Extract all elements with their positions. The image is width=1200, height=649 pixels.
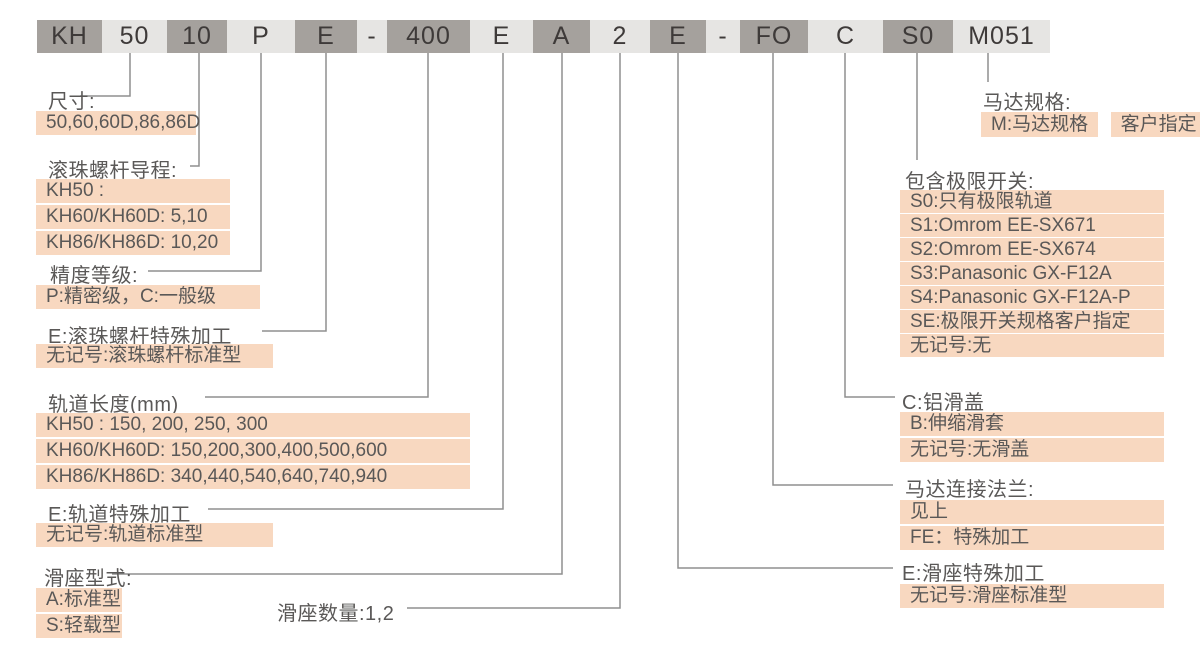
connector-slider-special xyxy=(677,53,893,569)
values-screw-special: 无记号:滚珠螺杆标准型 xyxy=(36,344,273,370)
value-row: KH50 : 150, 200, 250, 300 xyxy=(36,413,470,437)
value-row: 无记号:无 xyxy=(900,334,1164,357)
values-accuracy: P:精密级，C:一般级 xyxy=(36,285,260,311)
code-segment-10: 10 xyxy=(167,20,227,53)
connector-cover xyxy=(844,53,895,398)
label-size: 尺寸: xyxy=(48,91,96,113)
value-row: FE：特殊加工 xyxy=(900,526,1164,550)
code-segment-2: 2 xyxy=(612,22,628,50)
value-row: S1:Omrom EE-SX671 xyxy=(900,214,1164,237)
label-motor-spec: 马达规格: xyxy=(983,92,1072,114)
code-segment-p: P xyxy=(252,22,270,50)
label-cover: C:铝滑盖 xyxy=(902,392,985,414)
code-segment-m051: M051 xyxy=(968,22,1035,50)
label-accuracy: 精度等级: xyxy=(50,265,139,287)
value-row: S0:只有极限轨道 xyxy=(900,190,1164,213)
label-rail-special: E:轨道特殊加工 xyxy=(48,504,191,526)
values-rail-length: KH50 : 150, 200, 250, 300 KH60/KH60D: 15… xyxy=(36,413,470,491)
value-row: 无记号:滚珠螺杆标准型 xyxy=(36,344,273,368)
connector-lead xyxy=(190,53,200,167)
values-size: 50,60,60D,86,86D xyxy=(36,111,200,137)
code-segment-kh: KH xyxy=(37,20,102,53)
code-segment-dash1: - xyxy=(367,22,377,50)
values-rail-special: 无记号:轨道标准型 xyxy=(36,523,273,549)
values-motor-spec: M:马达规格 客户指定 xyxy=(981,112,1200,139)
value-row: A:标准型 xyxy=(36,588,122,612)
code-segment-a: A xyxy=(533,20,590,53)
value-row: 50,60,60D,86,86D xyxy=(36,111,200,135)
label-flange: 马达连接法兰: xyxy=(905,479,1035,501)
code-segment-c: C xyxy=(835,22,856,50)
value-row: KH60/KH60D: 5,10 xyxy=(36,205,230,229)
value-row: S:轻载型 xyxy=(36,614,122,638)
value-row: S3:Panasonic GX-F12A xyxy=(900,262,1164,285)
value-row: 无记号:滑座标准型 xyxy=(900,584,1164,608)
code-segment-e2: E xyxy=(492,22,511,50)
code-segment-400: 400 xyxy=(387,20,470,53)
label-slider-type: 滑座型式: xyxy=(44,568,133,590)
model-code-bar: KH 50 10 P E - 400 E A 2 E - FO C S0 M05… xyxy=(37,20,1050,53)
value-row: KH86/KH86D: 340,440,540,640,740,940 xyxy=(36,465,470,489)
value-row: KH86/KH86D: 10,20 xyxy=(36,231,230,255)
value-row: P:精密级，C:一般级 xyxy=(36,285,260,309)
value-row: 客户指定 xyxy=(1110,112,1200,137)
label-slider-qty: 滑座数量:1,2 xyxy=(277,603,395,625)
code-segment-fo: FO xyxy=(740,20,808,53)
code-segment-e3: E xyxy=(650,20,706,53)
values-limit-switch: S0:只有极限轨道 S1:Omrom EE-SX671 S2:Omrom EE-… xyxy=(900,190,1164,358)
value-row: SE:极限开关规格客户指定 xyxy=(900,310,1164,333)
label-limit-switch: 包含极限开关: xyxy=(905,171,1035,193)
label-lead: 滚珠螺杆导程: xyxy=(48,160,178,182)
code-segment-dash2: - xyxy=(718,22,728,50)
value-row: M:马达规格 xyxy=(981,112,1099,137)
value-row: 无记号:无滑盖 xyxy=(900,438,1164,462)
connector-screw-special xyxy=(262,53,327,332)
code-segment-s0: S0 xyxy=(883,20,953,53)
value-row: S4:Panasonic GX-F12A-P xyxy=(900,286,1164,309)
label-slider-special: E:滑座特殊加工 xyxy=(902,563,1045,585)
values-flange: 见上 FE：特殊加工 xyxy=(900,500,1164,552)
label-screw-special: E:滚珠螺杆特殊加工 xyxy=(48,326,232,348)
value-row: S2:Omrom EE-SX674 xyxy=(900,238,1164,261)
value-row: KH50 : xyxy=(36,179,230,203)
value-row: 见上 xyxy=(900,500,1164,524)
label-rail-length: 轨道长度(mm) xyxy=(48,394,179,416)
values-slider-type: A:标准型 S:轻载型 xyxy=(36,588,122,640)
code-segment-e1: E xyxy=(295,20,357,53)
code-segment-50: 50 xyxy=(119,22,150,50)
values-slider-special: 无记号:滑座标准型 xyxy=(900,584,1164,610)
connector-flange xyxy=(772,53,893,486)
connector-slider-qty xyxy=(407,53,621,609)
values-lead: KH50 : KH60/KH60D: 5,10 KH86/KH86D: 10,2… xyxy=(36,179,230,257)
value-row: 无记号:轨道标准型 xyxy=(36,523,273,547)
value-row: B:伸缩滑套 xyxy=(900,412,1164,436)
value-row: KH60/KH60D: 150,200,300,400,500,600 xyxy=(36,439,470,463)
values-cover: B:伸缩滑套 无记号:无滑盖 xyxy=(900,412,1164,464)
